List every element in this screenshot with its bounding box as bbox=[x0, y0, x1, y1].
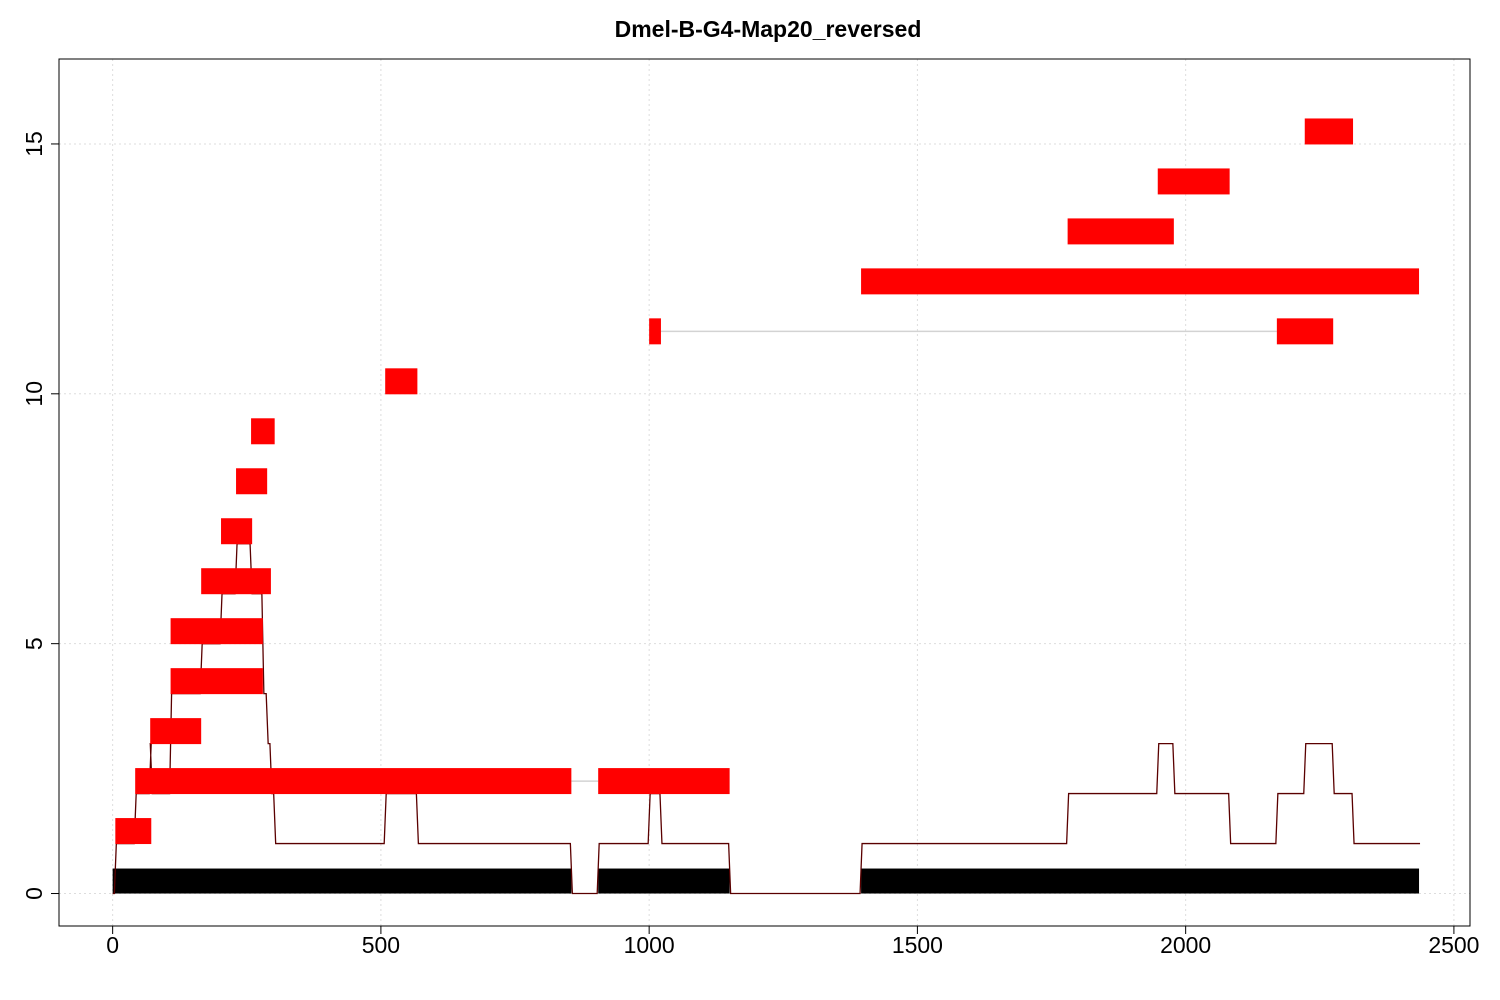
red-segment-9 bbox=[251, 418, 275, 445]
red-segments bbox=[115, 118, 1420, 845]
base-segment-0 bbox=[112, 868, 572, 894]
segment-links bbox=[571, 330, 1277, 782]
y-tick-label-3: 15 bbox=[21, 131, 47, 157]
red-segment-1 bbox=[135, 768, 572, 795]
red-segment-13 bbox=[861, 268, 1420, 295]
red-segment-10 bbox=[385, 368, 418, 395]
x-tick-label-0: 0 bbox=[106, 932, 119, 958]
x-tick-label-5: 2500 bbox=[1428, 932, 1479, 958]
red-segment-12 bbox=[1276, 318, 1334, 345]
grid-lines bbox=[59, 59, 1470, 926]
red-segment-7 bbox=[221, 518, 253, 545]
x-tick-label-1: 500 bbox=[362, 932, 400, 958]
red-segment-0 bbox=[115, 818, 152, 845]
red-segment-2 bbox=[598, 768, 730, 795]
red-segment-8 bbox=[236, 468, 268, 495]
x-tick-label-4: 2000 bbox=[1160, 932, 1211, 958]
plot-frame bbox=[58, 58, 1471, 927]
y-tick-label-2: 10 bbox=[21, 381, 47, 407]
y-tick-label-0: 0 bbox=[21, 887, 47, 900]
chart-title: Dmel-B-G4-Map20_reversed bbox=[614, 16, 922, 42]
axes: 0 500 1000 1500 2000 2500 0 5 10 15 bbox=[21, 131, 1479, 958]
x-tick-label-3: 1500 bbox=[892, 932, 943, 958]
base-segment-1 bbox=[598, 868, 730, 894]
base-segment-2 bbox=[861, 868, 1420, 894]
red-segment-11 bbox=[649, 318, 661, 345]
red-segment-6 bbox=[201, 568, 271, 595]
coverage-path bbox=[112, 543, 1421, 895]
red-segment-16 bbox=[1304, 118, 1354, 145]
y-tick-label-1: 5 bbox=[21, 637, 47, 650]
red-segment-14 bbox=[1067, 218, 1174, 245]
coverage-line bbox=[112, 543, 1421, 895]
red-segment-3 bbox=[150, 718, 202, 745]
red-segment-5 bbox=[170, 618, 263, 645]
base-segments bbox=[112, 868, 1420, 894]
x-tick-label-2: 1000 bbox=[624, 932, 675, 958]
red-segment-15 bbox=[1157, 168, 1230, 195]
red-segment-4 bbox=[170, 668, 263, 695]
